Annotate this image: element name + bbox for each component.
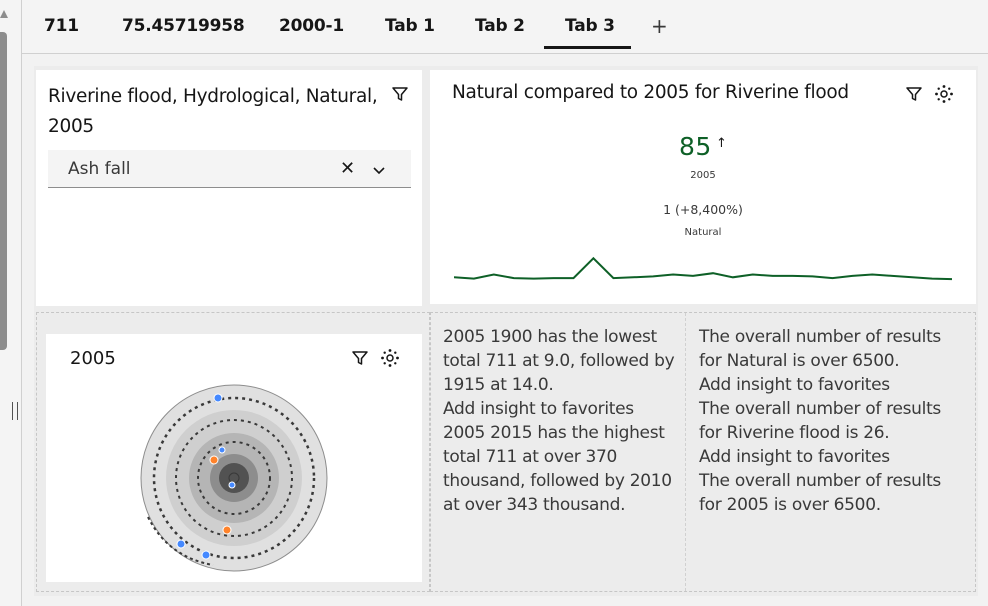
add-tab-button[interactable]: + (651, 14, 668, 38)
cluster-node (209, 455, 219, 465)
settings-icon[interactable] (380, 348, 400, 368)
sparkline-path (454, 256, 952, 281)
tab-bar: 711 75.45719958 2000-1 Tab 1 Tab 2 Tab 3… (22, 0, 988, 54)
filter-widget: Riverine flood, Hydrological, Natural, 2… (36, 70, 422, 306)
add-to-favorites-link[interactable]: Add insight to favorites (699, 447, 890, 467)
value-dropdown[interactable]: Ash fall ✕ (48, 150, 411, 188)
scroll-up-icon[interactable] (0, 10, 8, 18)
cluster-node (176, 539, 186, 549)
chevron-down-icon[interactable] (372, 162, 386, 181)
filter-icon[interactable] (904, 84, 924, 104)
resize-handle[interactable] (12, 402, 18, 420)
arrow-up-icon: ↑ (716, 136, 727, 151)
kpi-sparkline (454, 256, 952, 281)
add-to-favorites-link[interactable]: Add insight to favorites (699, 375, 890, 395)
insights-widget: 2005 1900 has the lowest total 711 at 9.… (430, 312, 976, 592)
tab-3[interactable]: Tab 3 (565, 16, 615, 36)
insight-text: 2005 2015 has the highest total 711 at o… (443, 423, 672, 515)
active-tab-indicator (544, 46, 631, 49)
orbit-3 (197, 441, 271, 515)
filter-icon[interactable] (350, 348, 370, 368)
filter-icon[interactable] (390, 84, 410, 104)
insight-text: The overall number of results for 2005 i… (699, 471, 941, 515)
kpi-comparison: 1 (+8,400%) (663, 202, 743, 217)
radial-cluster-chart (140, 384, 328, 572)
insights-column-left: 2005 1900 has the lowest total 711 at 9.… (443, 325, 675, 517)
dropdown-selected-value: Ash fall (68, 159, 131, 179)
cluster-node (213, 393, 223, 403)
cluster-node (201, 550, 211, 560)
settings-icon[interactable] (934, 84, 954, 104)
insights-divider (685, 313, 686, 591)
kpi-value-label: 2005 (690, 170, 716, 181)
kpi-comparison-label: Natural (684, 227, 722, 238)
tab-1[interactable]: Tab 1 (385, 16, 435, 36)
kpi-value: 85 (679, 132, 712, 161)
insight-text: The overall number of results for Riveri… (699, 399, 941, 443)
clear-selection-icon[interactable]: ✕ (340, 158, 356, 179)
cluster-node (228, 481, 236, 489)
add-to-favorites-link[interactable]: Add insight to favorites (443, 399, 634, 419)
cluster-widget-title: 2005 (70, 348, 116, 369)
tab-75-45719958[interactable]: 75.45719958 (122, 16, 245, 36)
vertical-scrollbar[interactable] (0, 32, 7, 350)
kpi-widget: Natural compared to 2005 for Riverine fl… (430, 70, 976, 304)
left-rail (0, 0, 22, 606)
insights-column-right: The overall number of results for Natura… (699, 325, 967, 517)
cluster-node (222, 525, 232, 535)
tab-2000-1[interactable]: 2000-1 (279, 16, 344, 36)
ring-core (219, 463, 249, 493)
cluster-node (218, 446, 226, 454)
insight-text: 2005 1900 has the lowest total 711 at 9.… (443, 327, 675, 395)
insight-text: The overall number of results for Natura… (699, 327, 941, 371)
cluster-widget: 2005 (46, 334, 422, 582)
tab-711[interactable]: 711 (44, 16, 79, 36)
orbit-2 (175, 419, 293, 537)
kpi-widget-title: Natural compared to 2005 for Riverine fl… (452, 82, 849, 103)
orbit-tail (147, 516, 214, 566)
tab-2[interactable]: Tab 2 (475, 16, 525, 36)
orbit-1 (152, 396, 316, 560)
filter-widget-title: Riverine flood, Hydrological, Natural, 2… (48, 86, 378, 137)
